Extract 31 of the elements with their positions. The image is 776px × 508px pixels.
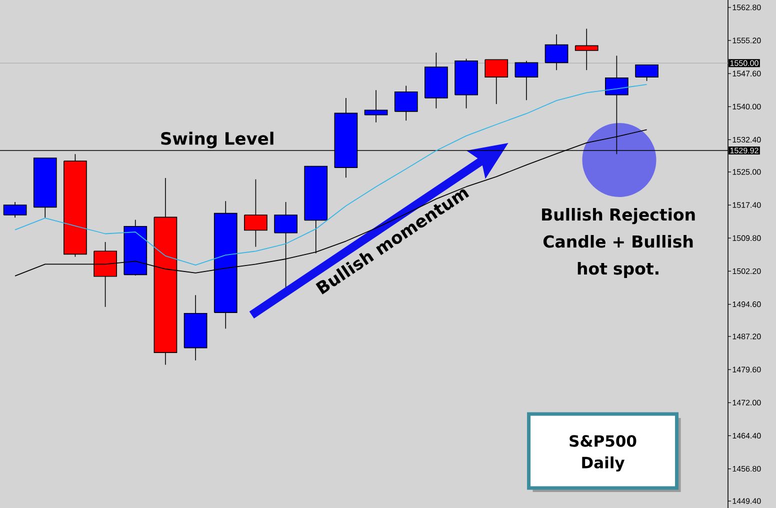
annotation: Swing Level [161,132,274,148]
y-tick-label: 1479.60 [732,366,761,372]
y-tick-label: 1562.80 [732,4,761,10]
candlestick [394,85,418,121]
candlestick [514,60,538,101]
ref-line-label: 1529.92 [730,148,758,154]
y-tick-label: 1555.20 [732,38,761,44]
y-tick-label: 1525.00 [732,169,761,175]
text: S&P500 [570,435,636,447]
y-tick-label: 1494.60 [732,301,761,308]
text: Daily [582,456,625,472]
y-tick-label: 1487.20 [732,334,761,340]
y-tick-label: 1449.40 [732,498,761,504]
y-tick-label: 1532.40 [732,136,761,143]
y-tick-label: 1464.40 [732,432,761,439]
y-tick-label: 1472.00 [732,400,761,406]
y-tick-label: 1509.80 [732,235,761,241]
candlestick [3,202,27,218]
candlestick [544,34,568,70]
y-tick-label: 1547.60 [732,70,761,76]
candlestick [364,90,388,123]
y-tick-label: 1502.20 [732,268,761,274]
y-tick-label: 1540.00 [732,104,761,110]
ref-line-label: 1550.00 [730,60,758,66]
y-tick-label: 1456.80 [732,466,761,472]
y-tick-label: 1517.40 [732,202,761,208]
candlestick [574,28,598,70]
annotation: Bullish Rejection Candle + Bullish hot spot. [542,208,695,278]
candlestick [484,59,508,104]
candlestick [635,64,658,82]
candlestick [244,178,268,248]
